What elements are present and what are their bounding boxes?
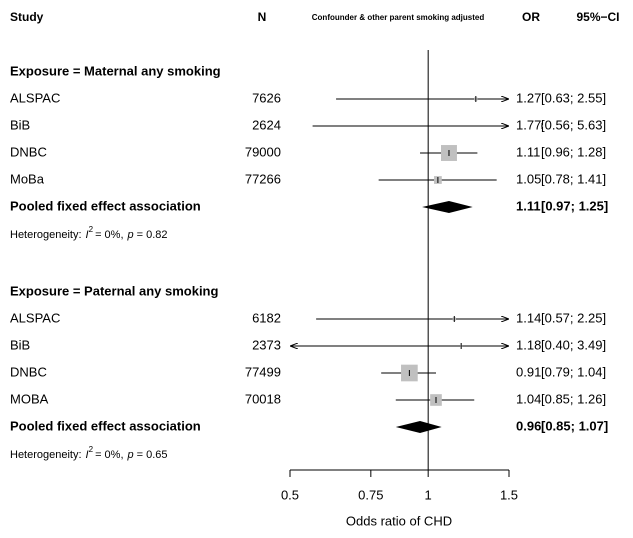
heterogeneity: Heterogeneity: I2 = 0%, p = 0.82 [10,225,168,241]
study-name: DNBC [10,364,47,379]
x-axis-title: Odds ratio of CHD [346,513,452,528]
study-n: 77266 [245,171,281,186]
study-n: 2373 [252,337,281,352]
pooled-ci: [0.85; 1.07] [541,418,608,433]
heterogeneity-prefix: Heterogeneity: [10,229,82,241]
heterogeneity-p-symbol: p [127,229,134,241]
study-ci: [0.40; 3.49] [541,337,606,352]
group-label: Exposure = Maternal any smoking [10,63,221,78]
pooled-or: 1.11 [516,198,541,213]
study-ci: [0.79; 1.04] [541,364,606,379]
study-n: 77499 [245,364,281,379]
x-tick-label: 1 [425,487,432,502]
study-name: MOBA [10,391,49,406]
study-n: 6182 [252,310,281,325]
pooled-diamond [395,421,442,433]
study-ci: [0.96; 1.28] [541,144,606,159]
study-name: BiB [10,117,30,132]
pooled-or: 0.96 [516,418,541,433]
study-n: 79000 [245,144,281,159]
study-n: 70018 [245,391,281,406]
heterogeneity-stat-value: = 0%, [95,449,123,461]
header-study: Study [10,10,44,24]
study-or: 1.27 [516,90,541,105]
heterogeneity: Heterogeneity: I2 = 0%, p = 0.65 [10,445,168,461]
study-name: ALSPAC [10,90,60,105]
study-ci: [0.57; 2.25] [541,310,606,325]
heterogeneity-stat-value: = 0%, [95,229,123,241]
x-tick-label: 1.5 [500,487,518,502]
pooled-name: Pooled fixed effect association [10,418,201,433]
heterogeneity-stat-sup: 2 [89,225,94,234]
heterogeneity-stat: I [86,229,89,241]
study-name: DNBC [10,144,47,159]
header-estimate: Confounder & other parent smoking adjust… [312,13,485,22]
study-ci: [0.78; 1.41] [541,171,606,186]
header-or: OR [522,10,540,24]
study-name: BiB [10,337,30,352]
study-or: 1.14 [516,310,541,325]
study-or: 0.91 [516,364,541,379]
heterogeneity-p-symbol: p [127,449,134,461]
x-tick-label: 0.75 [358,487,383,502]
study-n: 2624 [252,117,281,132]
study-or: 1.77 [516,117,541,132]
study-name: MoBa [10,171,45,186]
x-tick-label: 0.5 [281,487,299,502]
header-n: N [258,10,267,24]
heterogeneity-stat: I [86,449,89,461]
study-ci: [0.85; 1.26] [541,391,606,406]
study-ci: [0.56; 5.63] [541,117,606,132]
pooled-diamond [422,201,473,213]
heterogeneity-p-value: = 0.65 [137,449,168,461]
pooled-ci: [0.97; 1.25] [541,198,608,213]
study-or: 1.11 [516,144,540,159]
study-or: 1.04 [516,391,541,406]
group-label: Exposure = Paternal any smoking [10,283,218,298]
heterogeneity-prefix: Heterogeneity: [10,449,82,461]
heterogeneity-stat-sup: 2 [89,445,94,454]
pooled-name: Pooled fixed effect association [10,198,201,213]
study-n: 7626 [252,90,281,105]
study-name: ALSPAC [10,310,60,325]
heterogeneity-p-value: = 0.82 [137,229,168,241]
study-or: 1.05 [516,171,541,186]
study-or: 1.18 [516,337,541,352]
header-ci: 95%−CI [576,10,619,24]
study-ci: [0.63; 2.55] [541,90,606,105]
